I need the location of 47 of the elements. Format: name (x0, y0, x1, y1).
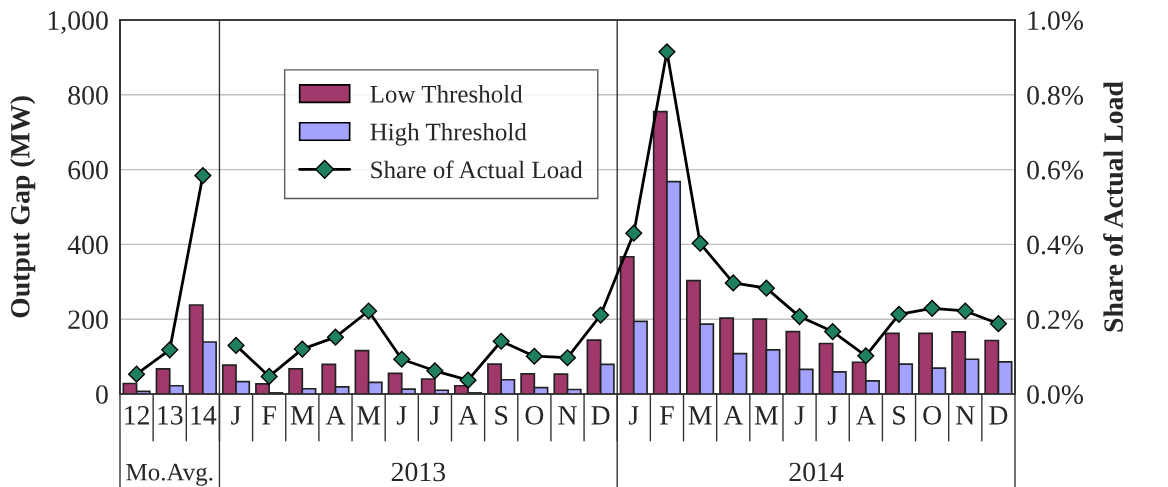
x-tick-label: A (325, 406, 346, 425)
y2-tick-label: 0.6% (1027, 160, 1084, 180)
y2-tick-label: 0.8% (1027, 85, 1084, 105)
y-tick-label: 200 (68, 310, 108, 330)
x-tick-label: M (754, 406, 778, 425)
x-tick-label: J (628, 406, 639, 425)
y-axis-title: Output Gap (MW) (10, 96, 36, 318)
y-tick-label: 0 (96, 385, 108, 404)
x-tick-label: O (525, 405, 544, 425)
x-tick-label: D (591, 406, 610, 425)
x-tick-label: J (794, 406, 805, 425)
y-tick-label: 600 (68, 160, 108, 180)
x-tick-label: S (893, 405, 905, 425)
y-tick-label: 1,000 (48, 11, 108, 34)
legend-label: Share of Actual Load (371, 160, 583, 179)
x-tick-label: M (688, 406, 712, 425)
x-tick-label: 14 (191, 406, 217, 425)
x-tick-label: M (290, 406, 314, 425)
y2-tick-label: 1.0% (1028, 11, 1084, 31)
y-tick-label: 400 (67, 235, 108, 255)
x-tick-label: J (396, 406, 407, 425)
y2-axis-title: Share of Actual Load (1103, 81, 1124, 332)
x-tick-label: J (827, 406, 838, 425)
x-tick-label: S (495, 405, 508, 425)
legend-label: High Threshold (370, 122, 527, 146)
y2-tick-label: 0.0% (1027, 385, 1084, 405)
x-tick-label: D (989, 406, 1008, 425)
y2-tick-label: 0.2% (1027, 310, 1084, 330)
x-tick-label: A (856, 406, 876, 425)
x-tick-label: A (723, 406, 744, 425)
x-tick-label: N (558, 406, 577, 425)
x-tick-label: 12 (125, 405, 149, 425)
x-tick-label: O (923, 405, 942, 425)
x-tick-label: N (956, 406, 975, 425)
text: 2014 (789, 462, 844, 482)
x-tick-label: F (262, 406, 276, 425)
text: Mo.Avg. (126, 463, 213, 486)
x-tick-label: J (430, 406, 440, 425)
y-tick-label: 800 (68, 85, 108, 105)
y2-tick-label: 0.4% (1027, 235, 1084, 255)
text: 2013 (391, 462, 446, 482)
x-tick-label: M (357, 406, 381, 425)
x-tick-label: F (660, 406, 674, 425)
legend-label: Low Threshold (370, 85, 523, 103)
x-tick-label: A (458, 406, 478, 425)
x-tick-label: J (231, 406, 241, 425)
x-tick-label: 13 (158, 405, 183, 425)
